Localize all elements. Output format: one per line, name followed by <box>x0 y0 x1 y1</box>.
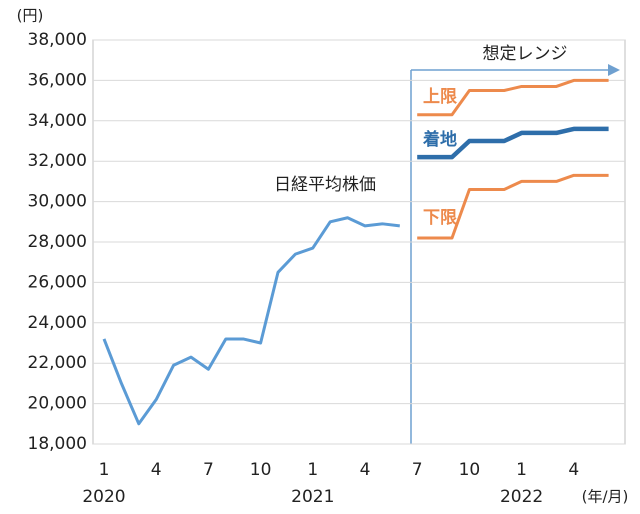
series-label: 下限 <box>423 208 457 228</box>
x-unit: (年/月) <box>582 488 629 506</box>
series-line <box>417 173 609 240</box>
x-tick-label: 1 <box>516 460 527 480</box>
y-tick-label: 38,000 <box>28 30 87 50</box>
year-label: 2021 <box>291 487 334 507</box>
arrow-head <box>608 64 620 76</box>
y-tick-label: 36,000 <box>28 70 87 90</box>
y-tick-label: 20,000 <box>28 394 87 414</box>
x-tick-label: 10 <box>250 460 272 480</box>
x-tick-label: 4 <box>360 460 371 480</box>
x-tick-label: 7 <box>203 460 214 480</box>
series-label: 着地 <box>422 129 457 150</box>
series-label: 日経平均株価 <box>274 175 376 195</box>
y-unit: (円) <box>17 7 44 25</box>
year-label: 2022 <box>500 487 543 507</box>
range-label: 想定レンジ <box>483 44 568 64</box>
y-tick-label: 34,000 <box>28 111 87 131</box>
x-tick-label: 4 <box>568 460 579 480</box>
series-line <box>417 126 609 160</box>
y-tick-label: 22,000 <box>28 353 87 373</box>
y-tick-label: 24,000 <box>28 313 87 333</box>
y-tick-label: 28,000 <box>28 232 87 252</box>
series-label: 上限 <box>423 87 457 107</box>
x-tick-label: 10 <box>459 460 481 480</box>
year-label: 2020 <box>82 487 125 507</box>
y-tick-label: 26,000 <box>28 272 87 292</box>
x-tick-label: 1 <box>99 460 110 480</box>
x-tick-label: 7 <box>412 460 423 480</box>
y-tick-label: 32,000 <box>28 151 87 171</box>
y-tick-label: 18,000 <box>28 434 87 454</box>
series-line <box>417 78 609 117</box>
x-tick-label: 4 <box>151 460 162 480</box>
x-tick-label: 1 <box>307 460 318 480</box>
series-line <box>102 216 400 426</box>
y-tick-label: 30,000 <box>28 192 87 212</box>
